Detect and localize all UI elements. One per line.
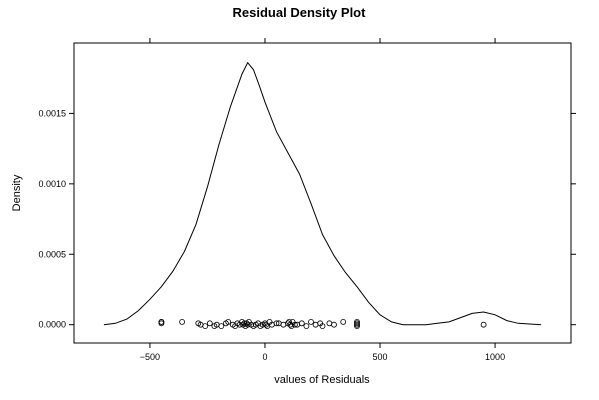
rug-point (298, 320, 305, 327)
rug-point (225, 318, 232, 325)
rug-point (202, 323, 209, 330)
rug-point (291, 321, 298, 328)
rug-point (354, 323, 360, 330)
y-axis: 0.0000 0.0005 0.0010 0.0015 (38, 108, 576, 330)
rug-point (319, 323, 326, 330)
rug-points (158, 318, 487, 330)
y-tick-label: 0.0015 (38, 108, 66, 118)
rug-point (206, 320, 213, 327)
rug-point (179, 318, 186, 325)
y-axis-label: Density (11, 174, 23, 211)
plot-frame (73, 42, 572, 344)
rug-point (303, 323, 310, 330)
rug-point (158, 320, 165, 327)
rug-point (273, 320, 280, 327)
rug-point (218, 323, 225, 330)
x-tick-label: −500 (140, 352, 160, 362)
x-axis-label: values of Residuals (274, 374, 370, 386)
x-axis: −500 0 500 1000 (140, 38, 505, 362)
y-tick-label: 0.0000 (38, 320, 66, 330)
x-tick-label: 0 (262, 352, 267, 362)
rug-point (331, 321, 337, 328)
rug-point (288, 323, 295, 330)
y-tick-label: 0.0010 (38, 179, 66, 189)
density-line (103, 61, 542, 326)
x-tick-label: 500 (373, 352, 388, 362)
y-tick-label: 0.0005 (38, 249, 66, 259)
chart-title: Residual Density Plot (233, 5, 367, 20)
rug-point (244, 321, 251, 328)
rug-point (308, 318, 314, 325)
rug-point (263, 321, 270, 328)
rug-point (480, 321, 487, 328)
rug-point (340, 318, 347, 325)
x-tick-label: 1000 (485, 352, 505, 362)
